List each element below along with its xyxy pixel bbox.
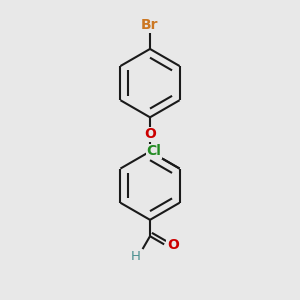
Text: O: O	[144, 128, 156, 141]
Text: H: H	[130, 250, 140, 263]
Text: Br: Br	[141, 18, 159, 32]
Text: Cl: Cl	[146, 144, 161, 158]
Text: O: O	[167, 238, 179, 252]
